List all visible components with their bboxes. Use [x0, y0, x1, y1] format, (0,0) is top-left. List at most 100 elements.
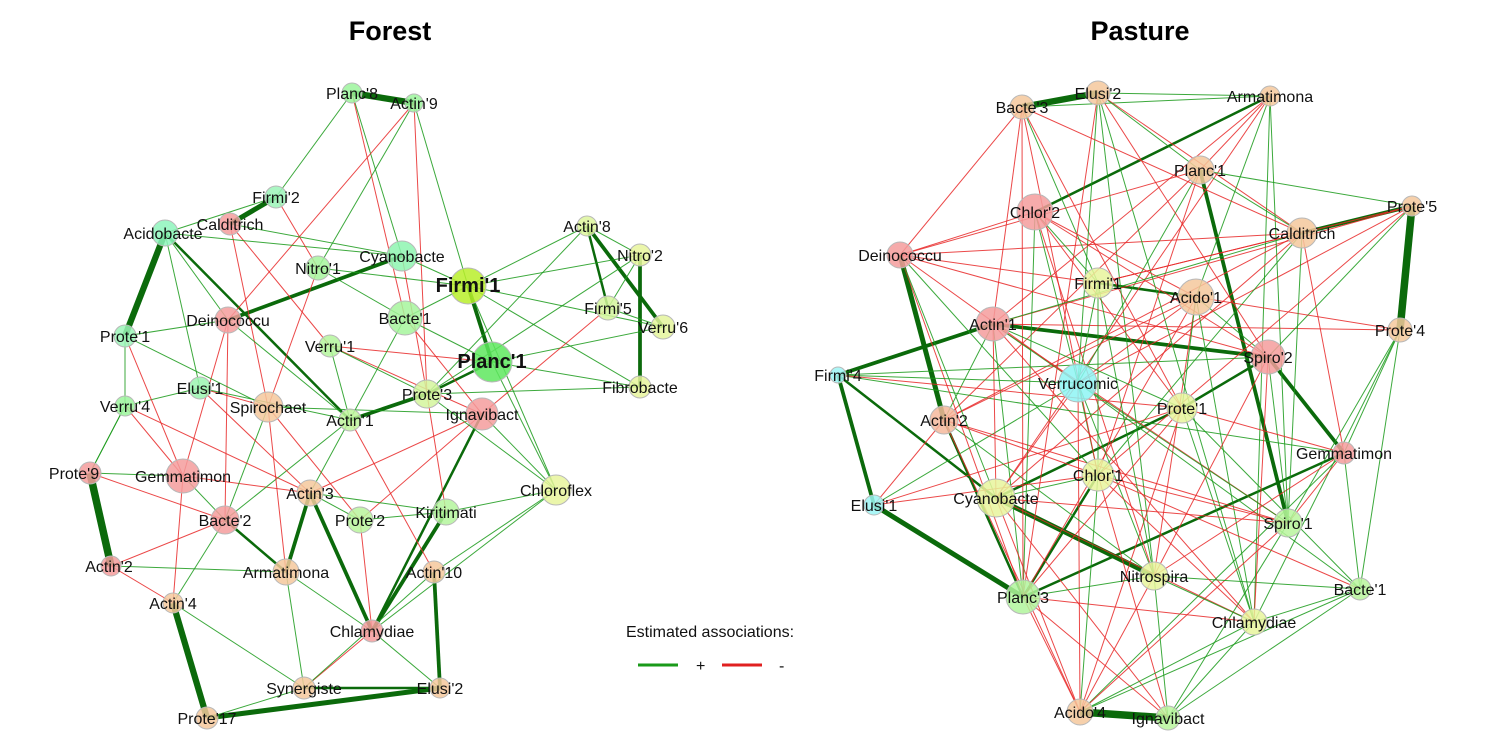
pasture-edge — [1077, 205, 1413, 384]
forest-edge — [227, 102, 415, 321]
pasture-edge — [943, 419, 1099, 476]
forest-node — [429, 677, 451, 699]
pasture-edge — [872, 502, 1025, 600]
forest-nodes: Planc'8 Actin'9 Firmi'2 CalditrichAcidobact… — [49, 82, 688, 730]
forest-node — [338, 408, 362, 432]
forest-node-label: Prote'9 — [49, 466, 99, 483]
pasture-edge — [992, 323, 1024, 598]
legend-title: Estimated associations: — [626, 624, 794, 641]
pasture-node-label: Ignavibact — [1132, 711, 1205, 728]
pasture-edge — [1167, 621, 1255, 719]
pasture-edge — [943, 323, 994, 421]
pasture-edge — [995, 232, 1303, 499]
forest-edge — [124, 335, 269, 408]
forest-edge — [164, 232, 351, 421]
forest-edge — [164, 196, 277, 234]
pasture-edge — [1077, 296, 1197, 384]
pasture-edge — [899, 254, 1099, 284]
pasture-edge — [1079, 575, 1155, 713]
forest-node — [346, 506, 374, 534]
pasture-edge — [899, 254, 1269, 358]
pasture-node — [1082, 267, 1114, 299]
pasture-node-label: Prote'4 — [1375, 323, 1425, 340]
forest-node-label: Nitro'2 — [617, 248, 663, 265]
forest-node-label: Fibrobacte — [602, 380, 678, 397]
forest-edge — [467, 254, 641, 287]
forest-edge — [426, 393, 447, 513]
forest-edge — [206, 687, 305, 719]
pasture-node — [1177, 278, 1215, 316]
pasture-node-label: Acido'4 — [1054, 705, 1106, 722]
pasture-edge — [1253, 588, 1361, 623]
pasture-edge — [1253, 356, 1269, 623]
pasture-node — [1066, 698, 1094, 726]
forest-node — [471, 341, 513, 383]
forest-edge — [371, 489, 557, 632]
forest-edge — [426, 386, 641, 395]
forest-node-label: Verru'6 — [638, 320, 688, 337]
forest-node-label: Nitro'1 — [295, 261, 341, 278]
pasture-edge — [992, 323, 1401, 331]
forest-edge — [122, 231, 168, 338]
pasture-edge — [943, 232, 1303, 421]
pasture-edge — [992, 95, 1271, 325]
forest-node — [465, 397, 499, 431]
forest-edge — [164, 232, 229, 321]
pasture-edge — [1097, 474, 1361, 590]
forest-node — [540, 474, 572, 506]
pasture-network: Bacte'3 Elusi'2 Armatimona Planc'1 Prote'5 Ch… — [814, 80, 1437, 731]
pasture-edge — [943, 169, 1201, 421]
pasture-edge — [1097, 92, 1271, 97]
pasture-edge — [1021, 106, 1183, 409]
forest-edge — [275, 196, 319, 269]
pasture-edge — [1022, 296, 1197, 598]
legend-negative-label: - — [779, 658, 784, 675]
forest-edge — [172, 602, 305, 689]
pasture-edge — [1021, 89, 1099, 111]
pasture-edge — [1021, 106, 1303, 234]
pasture-edge — [1153, 575, 1361, 590]
pasture-node — [975, 306, 1011, 342]
pasture-edge — [873, 407, 1183, 506]
forest-edge — [467, 285, 664, 328]
pasture-edge — [1287, 452, 1345, 524]
legend-positive-label: + — [696, 658, 705, 675]
forest-node — [412, 379, 442, 409]
pasture-edge — [1079, 522, 1289, 713]
forest-edge — [433, 489, 557, 573]
forest-node — [650, 314, 676, 340]
pasture-edge — [899, 254, 997, 499]
forest-node-label: Prote'2 — [335, 513, 385, 530]
forest-edge — [199, 387, 311, 494]
pasture-node-label: Chlor'2 — [1010, 205, 1060, 222]
forest-edge — [585, 224, 665, 329]
pasture-edge — [837, 322, 994, 377]
pasture-edge — [1269, 95, 1289, 524]
pasture-edge — [1021, 106, 1099, 284]
forest-edge — [89, 405, 126, 474]
forest-edge — [491, 361, 641, 388]
forest-edges — [86, 89, 665, 721]
pasture-edge — [1079, 621, 1255, 713]
forest-node-label: Chlamydiae — [330, 624, 415, 641]
pasture-node — [929, 405, 959, 435]
pasture-node — [863, 494, 885, 516]
forest-node-label: Firmi'1 — [436, 275, 501, 297]
forest-edge — [227, 319, 351, 421]
pasture-node-label: Verrucomic — [1038, 376, 1118, 393]
forest-node — [114, 395, 136, 417]
pasture-edge — [1097, 282, 1155, 577]
forest-edge — [351, 92, 403, 257]
forest-edge — [467, 225, 588, 287]
pasture-edge — [1021, 474, 1100, 598]
forest-node — [386, 240, 418, 272]
forest-node-label: Prote'1 — [100, 329, 150, 346]
pasture-node-label: Nitrospira — [1120, 569, 1189, 586]
pasture-edge — [992, 323, 997, 499]
pasture-edge — [1034, 94, 1271, 214]
forest-node-label: Firmi'2 — [252, 190, 300, 207]
forest-edge — [275, 92, 353, 198]
forest-edge — [585, 225, 610, 309]
pasture-node — [1240, 608, 1268, 636]
pasture-edge — [1021, 106, 1024, 598]
